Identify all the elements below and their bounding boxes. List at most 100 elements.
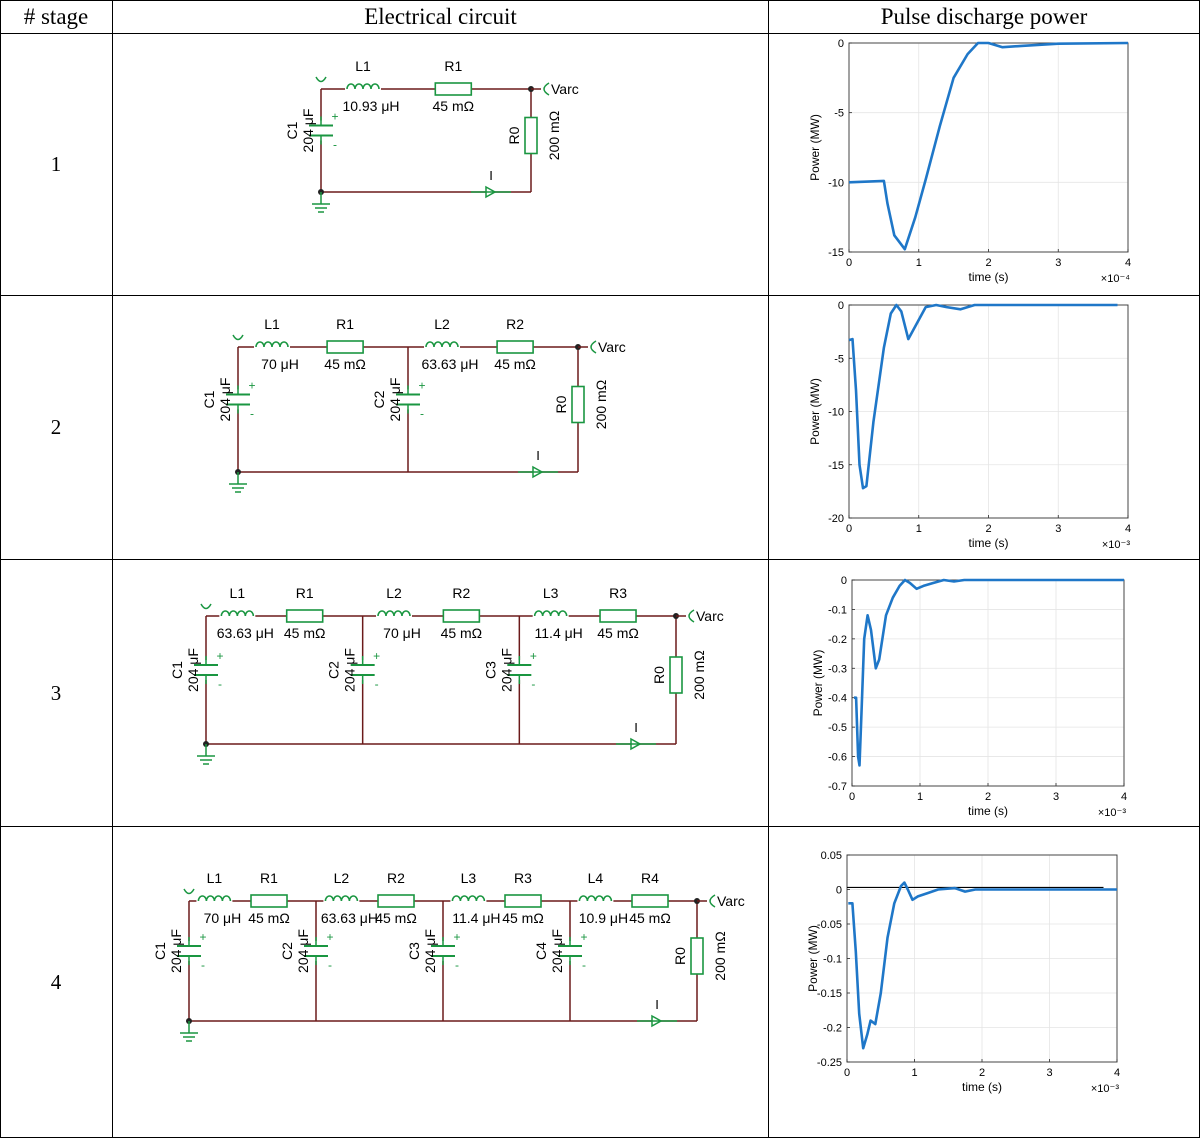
x-tick-label: 4 xyxy=(1121,791,1127,803)
x-tick-label: 3 xyxy=(1055,257,1061,269)
x-tick-label: 2 xyxy=(985,257,991,269)
capacitor-value: 204 μF xyxy=(498,648,514,692)
polarity-minus: - xyxy=(328,958,332,972)
polarity-plus: + xyxy=(331,110,338,124)
inductor-value: 11.4 μH xyxy=(452,910,500,926)
resistor-value: 45 mΩ xyxy=(433,98,475,114)
polarity-plus: + xyxy=(453,930,460,944)
power-series-line xyxy=(848,41,1129,251)
x-tick-label: 2 xyxy=(979,1067,985,1079)
header-stage: # stage xyxy=(23,4,89,29)
resistor-icon xyxy=(434,82,473,96)
load-resistor-value: 200 mΩ xyxy=(691,650,707,699)
capacitor-value: 204 μF xyxy=(549,929,565,973)
y-tick-label: -20 xyxy=(828,513,844,525)
x-tick-label: 3 xyxy=(1046,1067,1052,1079)
plot-frame xyxy=(846,854,1118,1063)
x-axis-exponent: ×10⁻³ xyxy=(1098,807,1126,819)
capacitor-value: 204 μF xyxy=(185,648,201,692)
inductor-name: L3 xyxy=(461,870,477,886)
input-terminal-icon xyxy=(200,603,212,610)
y-tick-label: -0.1 xyxy=(823,954,842,966)
polarity-minus: - xyxy=(218,677,222,691)
table-border-top xyxy=(0,0,1200,1)
y-tick-label: -0.7 xyxy=(828,781,847,793)
stage-number: 3 xyxy=(50,681,62,705)
y-tick-label: -5 xyxy=(834,353,844,365)
y-tick-label: -0.15 xyxy=(817,988,842,1000)
stage-number: 2 xyxy=(50,415,62,439)
x-tick-label: 2 xyxy=(985,791,991,803)
x-axis-exponent: ×10⁻³ xyxy=(1091,1083,1119,1095)
x-tick-label: 3 xyxy=(1053,791,1059,803)
table-row-divider xyxy=(0,826,1200,827)
table-header-divider xyxy=(0,33,1200,34)
current-label: I xyxy=(536,448,540,463)
table-border-left xyxy=(0,0,1,1138)
load-resistor-value: 200 mΩ xyxy=(593,380,609,429)
stage-number: 1 xyxy=(50,152,62,176)
load-resistor-name: R0 xyxy=(506,126,522,144)
input-terminal-icon xyxy=(315,76,327,83)
y-tick-label: -15 xyxy=(828,247,844,259)
inductor-icon xyxy=(255,341,289,348)
table-column-divider xyxy=(768,0,769,1138)
resistor-name: R1 xyxy=(296,585,314,601)
polarity-plus: + xyxy=(248,379,255,393)
power-series-line xyxy=(848,303,1118,490)
inductor-value: 10.93 μH xyxy=(342,98,399,114)
resistor-name: R3 xyxy=(609,585,627,601)
y-axis-label: Power (MW) xyxy=(808,114,822,181)
inductor-value: 63.63 μH xyxy=(421,356,478,372)
power-plot-stage-2: 0 1 2 3 4 0 -5 -10 -15 -20 time (s) Power (MW) ×10⁻³ xyxy=(808,300,1131,551)
inductor-icon xyxy=(197,895,232,902)
power-series-line xyxy=(848,881,1117,1050)
inductor-icon xyxy=(346,83,380,90)
y-tick-label: -0.5 xyxy=(828,722,847,734)
resistor-name: R2 xyxy=(506,316,524,332)
capacitor-name: C1 xyxy=(284,121,300,139)
y-tick-label: -0.05 xyxy=(817,919,842,931)
output-label: Varc xyxy=(696,608,724,624)
current-label: I xyxy=(634,720,638,735)
x-tick-label: 0 xyxy=(846,257,852,269)
resistor-value: 45 mΩ xyxy=(248,910,290,926)
inductor-name: L1 xyxy=(230,585,246,601)
inductor-value: 63.63 μH xyxy=(217,625,274,641)
y-tick-label: -0.1 xyxy=(828,604,847,616)
x-axis-label: time (s) xyxy=(962,1080,1002,1094)
inductor-icon xyxy=(377,610,411,617)
capacitor-value: 204 μF xyxy=(422,929,438,973)
output-terminal-icon xyxy=(543,82,550,96)
y-tick-label: 0 xyxy=(838,38,844,50)
output-terminal-icon xyxy=(688,609,695,623)
header-circuit: Electrical circuit xyxy=(364,4,517,29)
inductor-icon xyxy=(324,895,359,902)
resistor-name: R3 xyxy=(514,870,532,886)
input-terminal-icon xyxy=(183,888,195,895)
inductor-icon xyxy=(533,610,568,617)
polarity-plus: + xyxy=(199,930,206,944)
capacitor-name: C1 xyxy=(169,661,185,679)
table-row-divider xyxy=(0,559,1200,560)
polarity-plus: + xyxy=(418,379,425,393)
power-plot-stage-4: 0 1 2 3 4 0.05 0 -0.05 -0.1 -0.15 -0.2 -0.25 time (s… xyxy=(806,850,1120,1095)
polarity-minus: - xyxy=(420,407,424,421)
x-tick-label: 3 xyxy=(1055,523,1061,535)
resistor-icon xyxy=(631,894,669,908)
table-column-divider xyxy=(112,0,113,1138)
inductor-value: 63.63 μH xyxy=(321,910,378,926)
y-tick-label: -10 xyxy=(828,177,844,189)
input-terminal-icon xyxy=(232,334,244,341)
stage-number: 4 xyxy=(50,970,62,994)
capacitor-name: C2 xyxy=(371,390,387,408)
load-resistor-name: R0 xyxy=(651,666,667,684)
capacitor-name: C3 xyxy=(406,942,422,960)
polarity-minus: - xyxy=(333,138,337,152)
power-plot-stage-1: 0 1 2 3 4 0 -5 -10 -15 time (s) Power (MW) ×10⁻⁴ xyxy=(808,38,1131,285)
y-tick-label: -0.2 xyxy=(828,634,847,646)
load-resistor-icon xyxy=(571,385,585,424)
capacitor-name: C1 xyxy=(152,942,168,960)
y-tick-label: -0.4 xyxy=(828,693,847,705)
